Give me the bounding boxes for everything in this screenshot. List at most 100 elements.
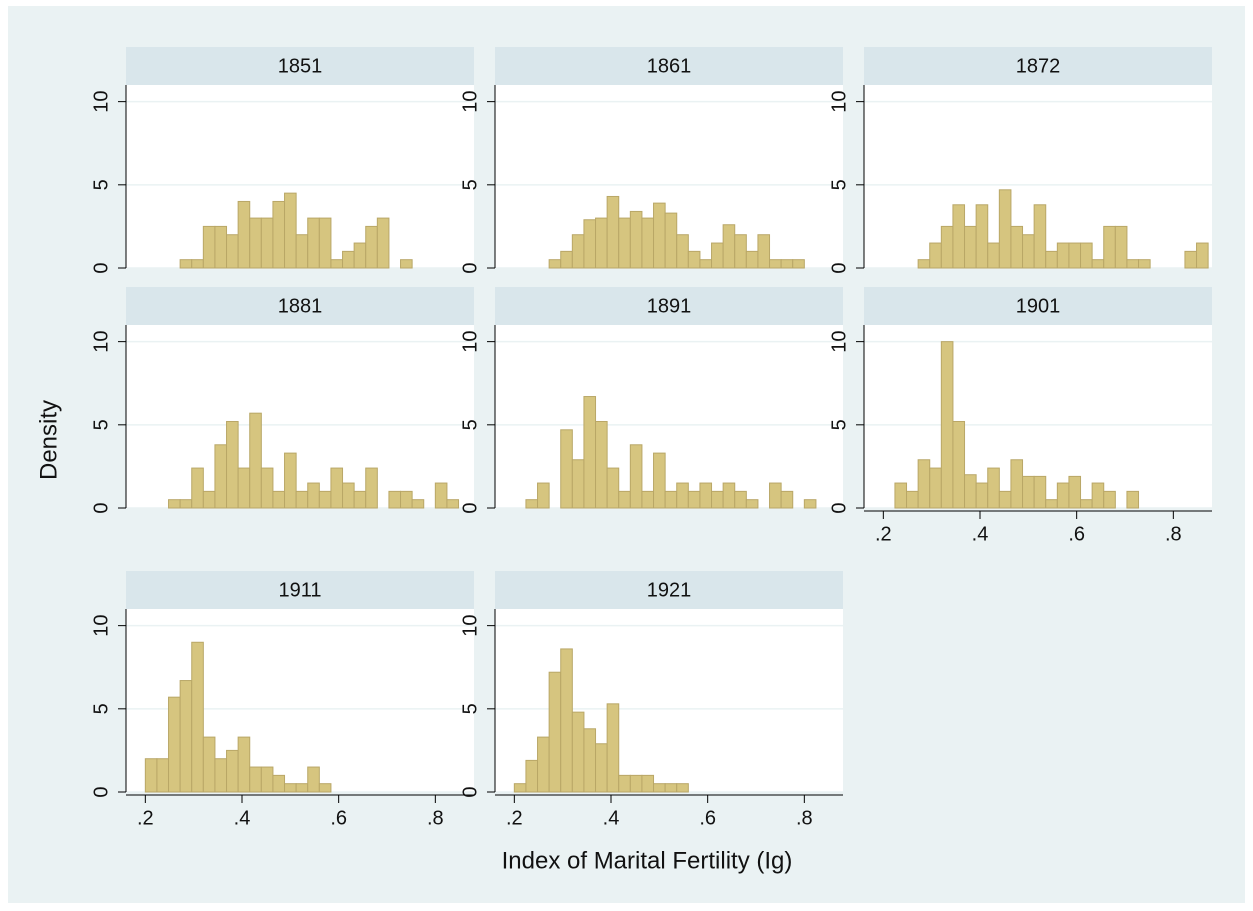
bar — [1045, 250, 1058, 269]
bar — [745, 250, 759, 269]
strip — [864, 287, 1212, 325]
bar — [699, 482, 713, 509]
bar — [168, 696, 181, 793]
bar — [1103, 490, 1116, 509]
y-tick-label: 5 — [459, 179, 481, 190]
bar — [237, 736, 251, 793]
panel-title: 1891 — [647, 295, 692, 317]
bar — [975, 204, 989, 269]
y-tick-label: 0 — [90, 786, 112, 797]
panel-title: 1872 — [1016, 55, 1061, 77]
x-tick-label: .6 — [1068, 523, 1085, 545]
bar — [365, 467, 378, 509]
bar — [641, 774, 655, 793]
strip — [126, 287, 474, 325]
y-tick-label: 5 — [90, 179, 112, 190]
bar — [537, 482, 550, 509]
bar — [400, 490, 413, 509]
bar — [1010, 225, 1024, 269]
bar — [653, 783, 666, 793]
bar — [1103, 225, 1116, 269]
bar — [1184, 250, 1198, 269]
bar — [722, 224, 736, 269]
bar — [342, 250, 355, 269]
bar — [757, 234, 771, 269]
bar — [583, 219, 597, 269]
x-axis-label: Index of Marital Fertility (Ig) — [502, 847, 793, 874]
bar — [917, 459, 931, 509]
bar — [548, 259, 562, 269]
bar — [179, 259, 193, 269]
bar — [1126, 259, 1140, 269]
bar — [525, 759, 539, 793]
bar — [156, 758, 170, 793]
x-tick-label: .6 — [330, 807, 347, 829]
bar — [214, 758, 228, 793]
bar — [272, 774, 286, 793]
bar — [214, 444, 228, 509]
x-tick-label: .8 — [796, 807, 813, 829]
bar — [249, 766, 262, 793]
bar — [168, 499, 181, 509]
bar — [295, 783, 309, 793]
bar — [711, 490, 724, 509]
bar — [179, 680, 193, 793]
bar — [513, 783, 527, 793]
panel-title: 1901 — [1016, 295, 1061, 317]
y-tick-label: 5 — [828, 419, 850, 430]
bar — [940, 341, 954, 509]
bar — [894, 482, 908, 509]
bar — [571, 459, 585, 509]
bar — [1045, 499, 1058, 509]
bar — [803, 499, 817, 509]
y-tick-label: 5 — [459, 419, 481, 430]
y-tick-label: 10 — [459, 331, 481, 353]
bar — [260, 217, 274, 269]
bar — [1091, 482, 1105, 509]
bar — [699, 259, 713, 269]
bar — [260, 467, 274, 509]
bar — [353, 490, 367, 509]
bar — [1080, 499, 1093, 509]
bar — [307, 766, 320, 793]
panel — [495, 325, 843, 508]
x-tick-label: .8 — [1165, 523, 1182, 545]
bar — [1080, 242, 1093, 269]
bar — [929, 242, 942, 269]
bar — [734, 234, 747, 269]
bar — [1196, 242, 1209, 269]
strip — [126, 47, 474, 85]
y-tick-label: 0 — [828, 262, 850, 273]
y-tick-label: 0 — [459, 262, 481, 273]
y-tick-label: 5 — [90, 419, 112, 430]
bar — [629, 210, 643, 269]
bar — [284, 452, 297, 509]
bar — [434, 482, 448, 509]
bar — [1033, 475, 1047, 509]
bar — [1126, 490, 1140, 509]
bar — [330, 467, 344, 509]
bar — [595, 420, 608, 509]
bar — [664, 783, 678, 793]
bar — [307, 482, 320, 509]
panel-title: 1921 — [647, 579, 692, 601]
bar — [144, 758, 158, 793]
bar — [284, 783, 297, 793]
bar — [711, 242, 724, 269]
y-tick-label: 10 — [90, 331, 112, 353]
strip — [864, 47, 1212, 85]
bar — [202, 225, 216, 269]
x-tick-label: .2 — [137, 807, 154, 829]
y-tick-label: 10 — [90, 91, 112, 113]
strip — [495, 571, 843, 609]
bar — [1022, 475, 1035, 509]
panel — [126, 325, 474, 508]
bar — [191, 641, 204, 793]
bar — [906, 490, 919, 509]
bar — [792, 259, 805, 269]
bar — [191, 259, 204, 269]
strip — [495, 287, 843, 325]
bar — [226, 749, 239, 793]
bar — [641, 217, 655, 269]
bar — [618, 217, 631, 269]
